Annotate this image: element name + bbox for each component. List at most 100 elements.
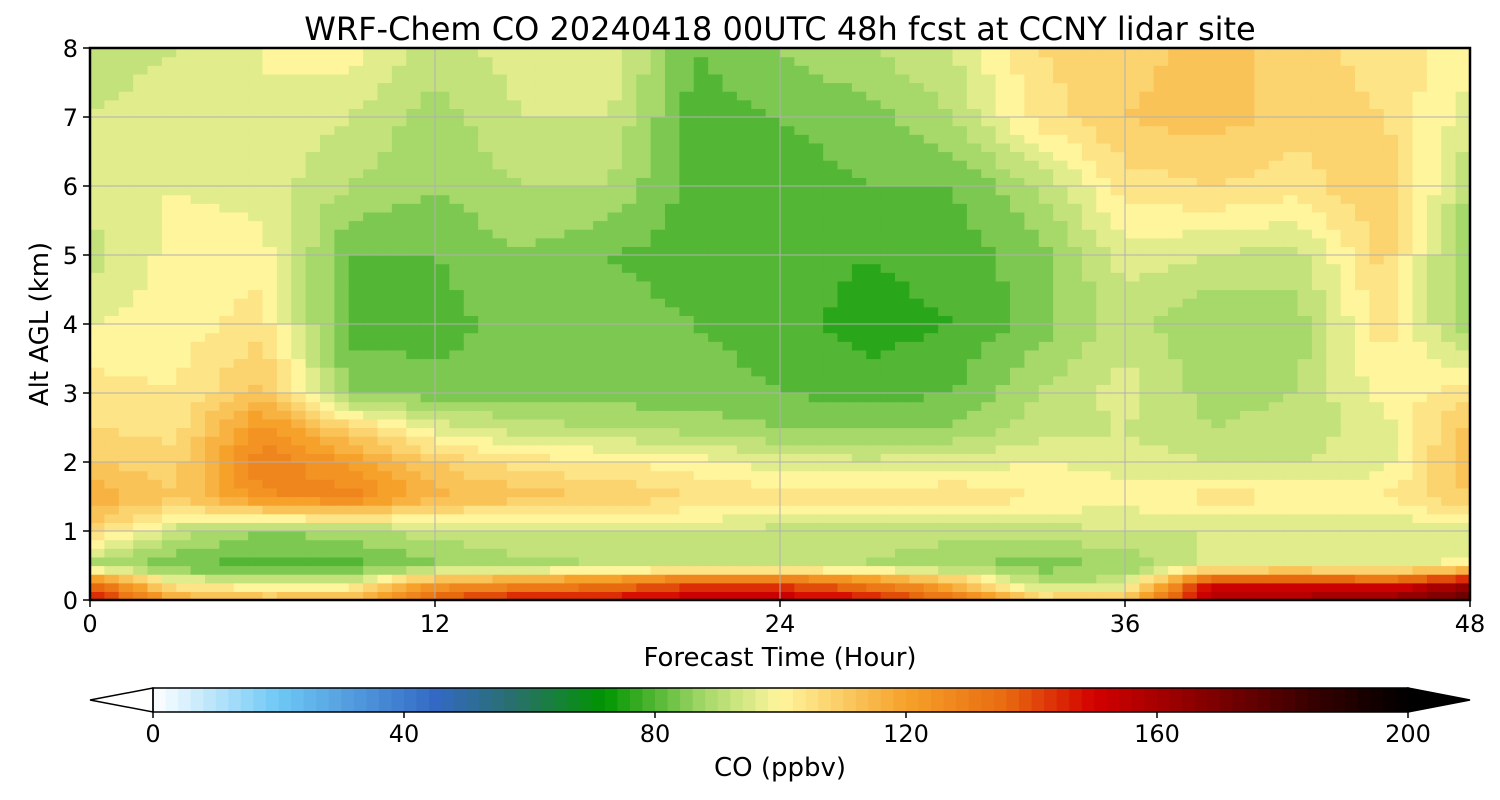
heatmap-cell [176, 324, 192, 334]
heatmap-cell [1383, 298, 1399, 308]
heatmap-cell [449, 531, 465, 541]
heatmap-cell [248, 315, 264, 325]
heatmap-cell [104, 306, 120, 316]
heatmap-cell [1297, 237, 1313, 247]
heatmap-cell [823, 393, 839, 403]
heatmap-cell [248, 462, 264, 472]
heatmap-cell [133, 531, 149, 541]
heatmap-cell [492, 418, 508, 429]
heatmap-cell [176, 341, 192, 351]
heatmap-cell [808, 574, 824, 584]
heatmap-cell [938, 289, 954, 299]
heatmap-cell [449, 289, 465, 299]
heatmap-cell [147, 246, 163, 256]
heatmap-cell [435, 194, 450, 204]
heatmap-cell [334, 367, 350, 377]
heatmap-cell [262, 479, 278, 489]
heatmap-cell [133, 393, 149, 403]
heatmap-cell [406, 375, 422, 385]
heatmap-cell [1283, 401, 1299, 411]
heatmap-cell [1412, 444, 1428, 454]
heatmap-cell [823, 436, 839, 446]
heatmap-cell [363, 513, 379, 523]
heatmap-cell [909, 418, 925, 429]
heatmap-cell [233, 237, 249, 247]
heatmap-cell [550, 479, 565, 489]
heatmap-cell [665, 255, 680, 265]
heatmap-cell [1240, 220, 1255, 230]
heatmap-cell [406, 168, 422, 178]
heatmap-cell [952, 427, 968, 437]
heatmap-cell [1211, 582, 1227, 592]
heatmap-cell [938, 151, 954, 161]
heatmap-cell [334, 582, 350, 592]
heatmap-cell [478, 522, 494, 532]
heatmap-cell [909, 574, 925, 584]
heatmap-cell [305, 160, 321, 170]
heatmap-cell [981, 272, 997, 282]
heatmap-cell [593, 522, 609, 532]
heatmap-cell [276, 565, 292, 575]
heatmap-cell [1096, 280, 1112, 291]
heatmap-cell [1311, 220, 1327, 230]
heatmap-cell [1426, 375, 1442, 385]
heatmap-cell [1211, 574, 1227, 584]
heatmap-cell [1340, 462, 1356, 472]
heatmap-cell [478, 505, 494, 515]
heatmap-cell [233, 306, 249, 316]
heatmap-cell [406, 280, 422, 291]
heatmap-cell [794, 410, 810, 420]
heatmap-cell [693, 418, 709, 429]
heatmap-cell [722, 513, 738, 523]
heatmap-cell [952, 315, 968, 325]
heatmap-cell [866, 203, 882, 213]
heatmap-cell [262, 272, 278, 282]
heatmap-cell [1096, 375, 1112, 385]
heatmap-cell [621, 186, 637, 196]
heatmap-cell [233, 246, 249, 256]
heatmap-cell [1096, 332, 1112, 342]
heatmap-cell [1240, 324, 1255, 334]
heatmap-cell [981, 410, 997, 420]
heatmap-cell [1383, 384, 1399, 394]
heatmap-cell [1412, 418, 1428, 429]
heatmap-cell [334, 229, 350, 239]
heatmap-cell [320, 211, 335, 222]
heatmap-cell [938, 341, 954, 351]
heatmap-cell [794, 315, 810, 325]
heatmap-cell [233, 487, 249, 498]
heatmap-cell [320, 418, 335, 429]
heatmap-cell [276, 505, 292, 515]
heatmap-cell [722, 487, 738, 498]
heatmap-cell [1297, 496, 1313, 506]
heatmap-cell [1398, 574, 1414, 584]
heatmap-cell [808, 177, 824, 187]
heatmap-cell [276, 444, 292, 454]
heatmap-cell [1254, 393, 1270, 403]
heatmap-cell [1067, 211, 1083, 222]
heatmap-cell [1383, 349, 1399, 360]
heatmap-cell [305, 229, 321, 239]
heatmap-cell [90, 462, 105, 472]
heatmap-cell [435, 186, 450, 196]
heatmap-cell [1455, 229, 1471, 239]
heatmap-cell [233, 556, 249, 567]
heatmap-cell [1311, 539, 1327, 549]
heatmap-cell [736, 160, 752, 170]
heatmap-cell [133, 168, 149, 178]
heatmap-cell [938, 513, 954, 523]
heatmap-cell [751, 418, 767, 429]
heatmap-cell [909, 487, 925, 498]
heatmap-cell [363, 280, 379, 291]
heatmap-cell [1182, 505, 1198, 515]
heatmap-cell [233, 522, 249, 532]
heatmap-cell [564, 591, 580, 601]
heatmap-cell [679, 341, 695, 351]
heatmap-cell [550, 574, 565, 584]
heatmap-cell [276, 341, 292, 351]
heatmap-cell [478, 203, 494, 213]
heatmap-cell [1398, 298, 1414, 308]
heatmap-cell [1240, 393, 1255, 403]
heatmap-cell [837, 574, 853, 584]
heatmap-cell [693, 522, 709, 532]
